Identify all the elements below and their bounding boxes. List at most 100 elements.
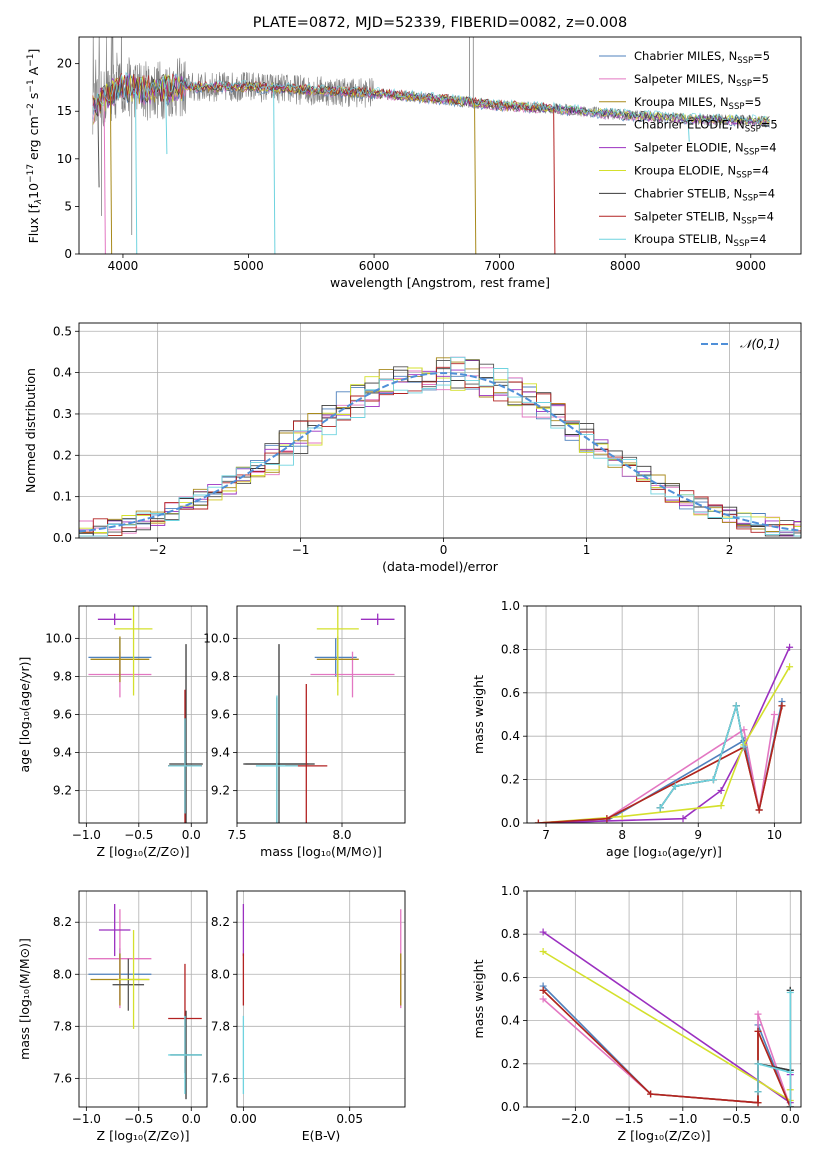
mass-weight-marker	[679, 815, 687, 823]
y-tick-label: 0	[64, 247, 72, 261]
grid	[79, 891, 207, 1107]
legend-entry: Kroupa STELIB, NSSP=4	[634, 232, 766, 249]
y-tick-label: 0.6	[501, 970, 520, 984]
x-tick-label: −1.0	[72, 1112, 101, 1126]
mass-weight-line	[542, 931, 792, 1105]
panel-mass-vs-EBV: 0.00 0.05 7.6 7.8 8.0 8.2 E(B-V)	[211, 890, 406, 1143]
y-tick-label: 8.0	[211, 967, 230, 981]
x-tick-label: −2.0	[561, 1112, 590, 1126]
y-tick-label: 0.2	[53, 448, 72, 462]
y-tick-label: 9.2	[53, 784, 72, 798]
x-tick-label: −0.5	[124, 828, 153, 842]
x-tick-label: 4000	[108, 259, 139, 273]
legend-suffix: =5	[752, 72, 769, 86]
errorbar-point	[97, 613, 132, 626]
y-tick-label: 0.4	[53, 366, 72, 380]
y-tick-label: 0.2	[501, 1057, 520, 1071]
mass-weight-line	[538, 646, 791, 823]
x-tick-label: 0.0	[182, 1112, 201, 1126]
x-tick-label: 0	[440, 543, 448, 557]
grid	[236, 606, 405, 823]
errorbar-point	[243, 644, 315, 823]
legend-sub: SSP	[742, 193, 758, 203]
panel-spectrum: 4000 5000 6000 7000 8000 9000 0 5 10 15 20 waveleng…	[26, 36, 802, 290]
panel-residuals: −2 −1 0 1 2 0.0 0.1 0.2 0.3 0.4 0.5 (data-model)/er…	[23, 322, 802, 574]
legend-entry: Kroupa ELODIE, NSSP=4	[634, 164, 769, 181]
panel-age-vs-Z: −1.0 −0.5 0.0 9.2 9.4 9.6 9.8 10.0 Z [log₁₀(Z/Z⊙…	[17, 605, 208, 859]
mass-weight-marker	[618, 812, 626, 820]
model-spectrum	[92, 74, 770, 125]
x-tick-label: 8000	[610, 259, 641, 273]
mass-weight-marker	[656, 804, 664, 812]
mass-weight-line	[757, 990, 792, 1107]
mass-weight-line	[538, 714, 776, 823]
legend-entry: 𝒩(0,1)	[740, 337, 780, 351]
mass-weight-marker	[754, 1027, 762, 1035]
mass-weight-marker	[647, 1090, 655, 1098]
errorbar-point	[90, 636, 150, 683]
y-axis-label-part: −17	[26, 164, 36, 183]
y-axis-label-part: s	[26, 93, 41, 104]
model-drop	[553, 108, 556, 254]
model-drop	[165, 88, 168, 155]
y-tick-label: 0.6	[501, 686, 520, 700]
mass-weight-marker	[786, 1103, 794, 1107]
x-tick-label: −1	[292, 543, 310, 557]
model-drop	[474, 102, 477, 254]
mass-weight-marker	[786, 643, 794, 651]
errorbar-point	[168, 1015, 202, 1094]
legend-sub: SSP	[744, 148, 760, 158]
x-tick-label: 8.0	[332, 828, 351, 842]
mass-weight-marker	[732, 702, 740, 710]
y-tick-label: 1.0	[501, 599, 520, 613]
grid	[527, 890, 801, 1108]
mass-weight-line	[542, 985, 792, 1107]
mass-weight-marker	[754, 1060, 762, 1068]
y-tick-label: 10	[57, 152, 72, 166]
residual-histogram	[79, 359, 801, 537]
chart-title: PLATE=0872, MJD=52339, FIBERID=0082, z=0…	[253, 15, 627, 31]
y-tick-label: 9.4	[53, 746, 72, 760]
plot-area	[539, 928, 794, 1107]
panel-age-vs-mass: 7.5 8.0 9.2 9.4 9.6 9.8 10.0 mass [log₁₀(M/M⊙)]	[203, 605, 406, 859]
model-drop	[687, 118, 690, 142]
y-tick-label: 1.0	[501, 884, 520, 898]
y-tick-label: 8.2	[53, 915, 72, 929]
legend-entry: Salpeter MILES, NSSP=5	[634, 72, 769, 89]
legend-entry: Salpeter STELIB, NSSP=4	[634, 209, 774, 226]
panel-massweight-vs-age: 7 8 9 10 0.0 0.2 0.4 0.6 0.8 1.0 age [log₁₀(age/yr…	[471, 599, 802, 859]
y-axis-label-part: A	[26, 66, 41, 79]
x-tick-label: −0.5	[722, 1112, 751, 1126]
normal-reference-curve	[79, 372, 800, 533]
y-tick-label: 0.0	[53, 531, 72, 545]
y-tick-label: 10.0	[45, 631, 72, 645]
plot-area	[88, 904, 202, 1100]
plot-area	[88, 606, 203, 823]
grid	[79, 606, 207, 823]
mass-weight-marker	[539, 928, 547, 936]
x-tick-label: −2	[149, 543, 167, 557]
mass-weight-marker	[539, 995, 547, 1003]
ticks: 4000 5000 6000 7000 8000 9000 0 5 10 15 20	[57, 57, 766, 273]
x-tick-label: 6000	[359, 259, 390, 273]
y-axis-label-part: −1	[26, 79, 36, 92]
mass-weight-marker	[778, 702, 786, 710]
legend-sub: SSP	[737, 56, 753, 66]
y-axis-label-part: ]	[26, 49, 41, 54]
plot-area	[79, 356, 801, 537]
y-axis-label-part: 10	[26, 183, 41, 199]
axes-frame	[236, 605, 406, 824]
x-tick-label: −1.5	[615, 1112, 644, 1126]
y-tick-label: 0.4	[501, 729, 520, 743]
y-tick-label: 9.8	[53, 669, 72, 683]
mass-weight-line	[542, 989, 792, 1107]
panel-massweight-vs-Z: −2.0 −1.5 −1.0 −0.5 0.0 0.0 0.2 0.4 0.6 0.8 1.0 Z […	[471, 884, 802, 1143]
mass-weight-line	[538, 666, 791, 823]
model-spectrum	[92, 73, 553, 112]
y-axis-label: mass weight	[471, 959, 486, 1038]
y-tick-label: 0.1	[53, 490, 72, 504]
y-tick-label: 0.8	[501, 642, 520, 656]
mass-weight-marker	[539, 947, 547, 955]
mass-weight-marker	[740, 743, 748, 751]
